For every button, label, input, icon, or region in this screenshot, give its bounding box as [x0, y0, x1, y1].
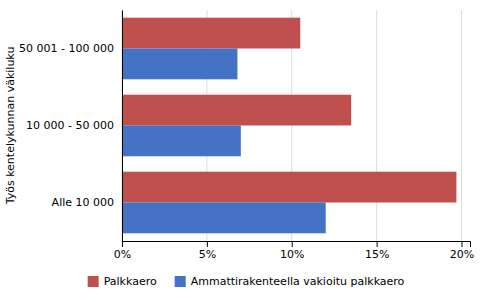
bars — [122, 18, 456, 234]
x-tick: 20% — [450, 241, 474, 261]
x-tick-mark — [122, 241, 123, 247]
legend-swatch — [175, 276, 186, 287]
x-tick-mark — [292, 241, 293, 247]
y-axis-line — [122, 11, 123, 242]
x-tick: 15% — [365, 241, 389, 261]
y-tick: 10 000 - 50 000 — [26, 119, 122, 132]
y-tick-label: 50 001 - 100 000 — [19, 42, 114, 55]
legend-item: Palkkaero — [88, 275, 157, 288]
legend-label: Ammattirakenteella vakioitu palkkaero — [191, 275, 405, 288]
x-axis-line — [123, 242, 471, 248]
x-tick: 10% — [280, 241, 304, 261]
grid-line — [122, 10, 123, 241]
x-axis: 0% 5% 10% 15% 20% — [114, 241, 474, 261]
grid-line — [376, 10, 377, 241]
bar — [122, 203, 326, 234]
x-tick-label: 10% — [280, 248, 304, 261]
y-axis: Alle 10 000 10 000 - 50 000 50 001 - 100 0… — [19, 11, 122, 242]
y-axis-title: Työs kentelykunnan väkiluku — [4, 47, 17, 206]
chart: 0% 5% 10% 15% 20% Alle 10 000 10 000 - 50 000 5… — [0, 0, 492, 303]
grid-line — [461, 10, 462, 241]
y-tick-label: Alle 10 000 — [52, 196, 114, 209]
x-tick-label: 5% — [199, 248, 216, 261]
x-tick-mark — [462, 241, 463, 247]
x-tick-label: 0% — [114, 248, 131, 261]
y-tick: 50 001 - 100 000 — [19, 42, 122, 55]
bar — [122, 49, 237, 80]
bar — [122, 126, 241, 157]
y-tick-label: 10 000 - 50 000 — [26, 119, 114, 132]
x-tick-mark — [207, 241, 208, 247]
series — [122, 18, 456, 203]
x-tick: 5% — [199, 241, 216, 261]
bar — [122, 172, 456, 203]
x-tick-label: 20% — [450, 248, 474, 261]
plot: 0% 5% 10% 15% 20% Alle 10 000 10 000 - 50 000 5… — [4, 10, 474, 261]
legend-label: Palkkaero — [104, 275, 157, 288]
grid — [122, 10, 462, 241]
bar — [122, 95, 351, 126]
legend-swatch — [88, 276, 99, 287]
bar — [122, 18, 300, 49]
x-tick-mark — [377, 241, 378, 247]
series — [122, 49, 326, 234]
x-tick: 0% — [114, 241, 131, 261]
legend-item: Ammattirakenteella vakioitu palkkaero — [175, 275, 405, 288]
legend: Palkkaero Ammattirakenteella vakioitu pal… — [88, 275, 405, 288]
x-tick-label: 15% — [365, 248, 389, 261]
y-tick: Alle 10 000 — [52, 196, 122, 209]
